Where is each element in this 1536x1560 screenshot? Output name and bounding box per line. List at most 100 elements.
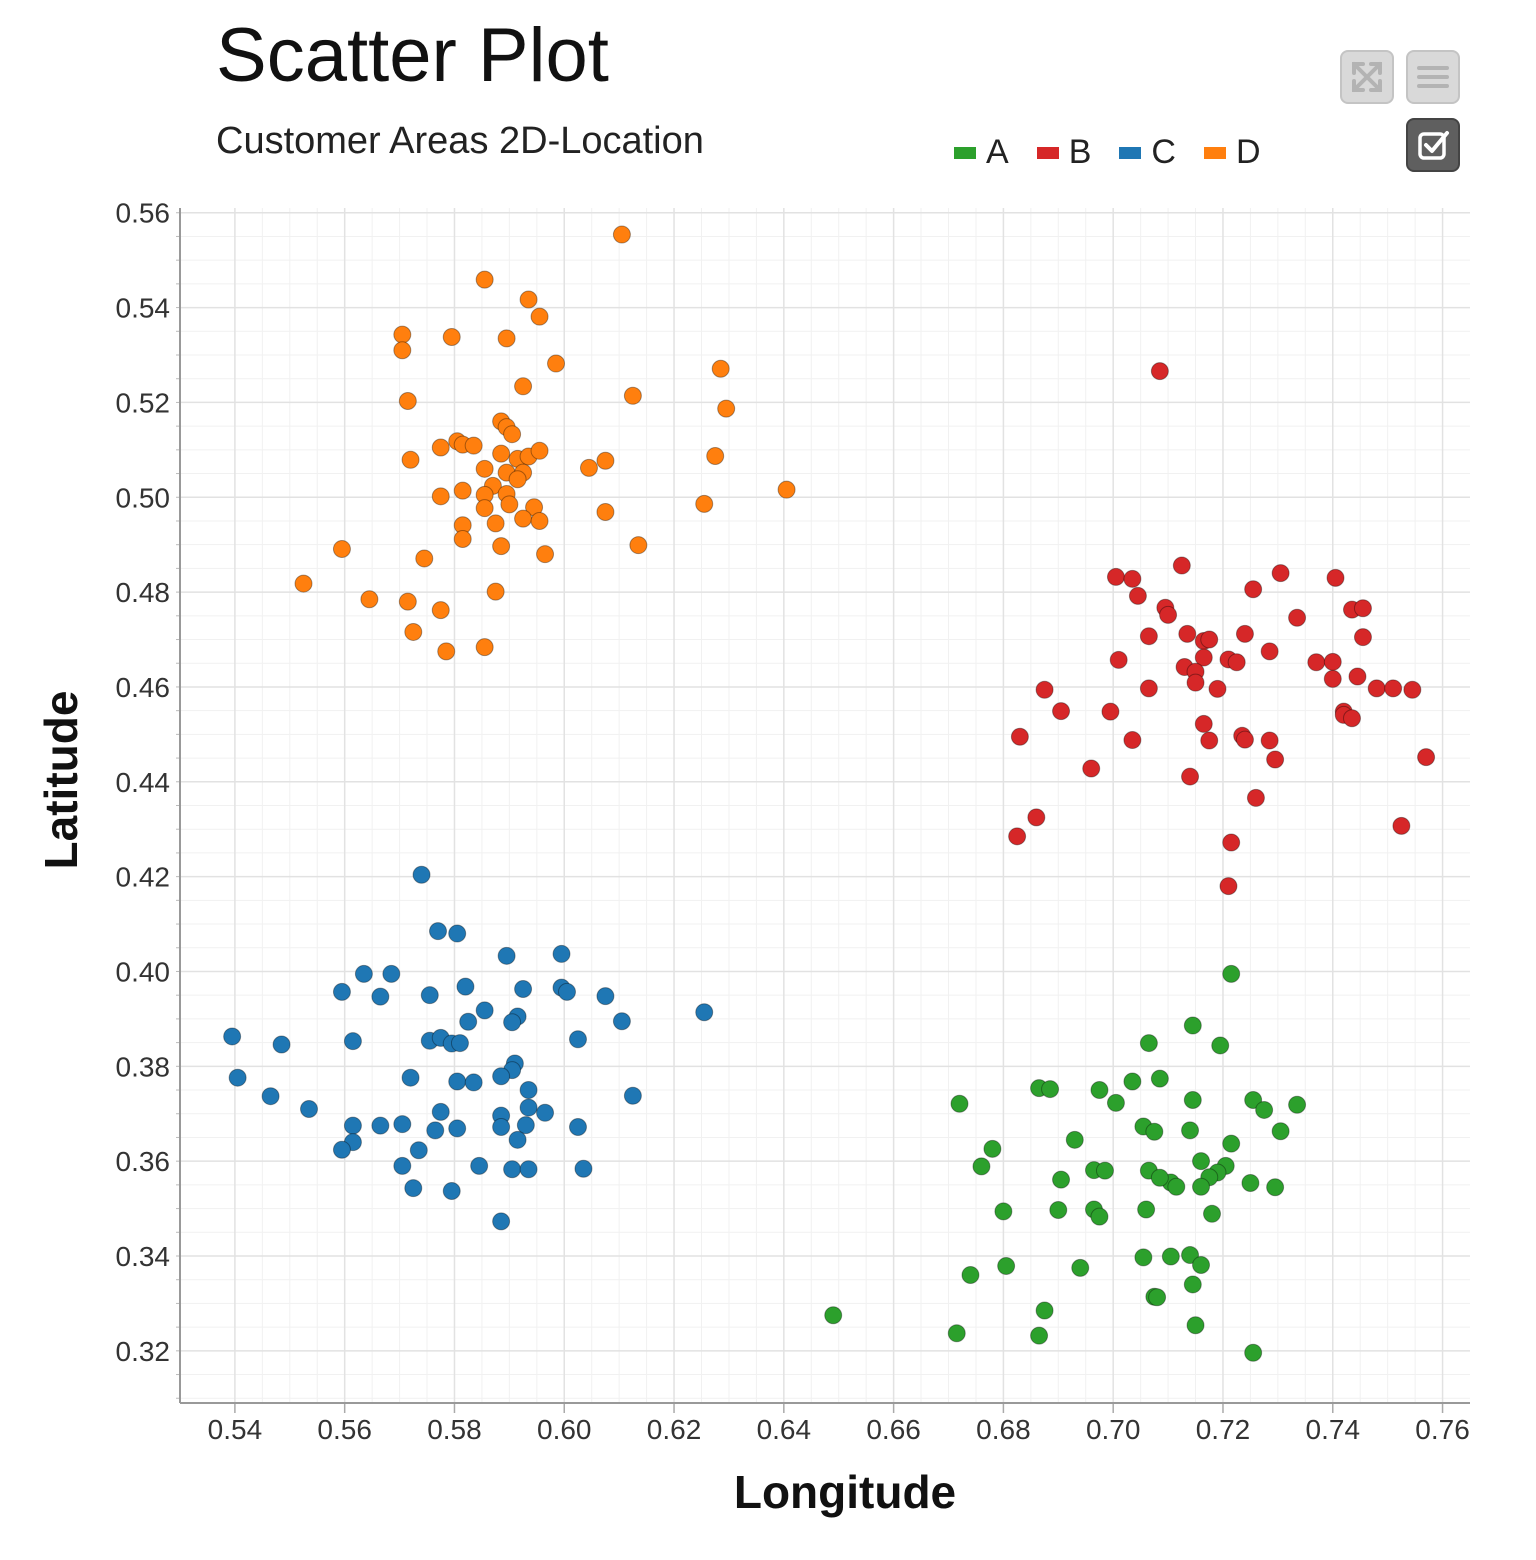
data-point-d[interactable] bbox=[530, 511, 549, 530]
menu-button[interactable] bbox=[1406, 50, 1460, 104]
data-point-a[interactable] bbox=[1065, 1130, 1084, 1149]
data-point-a[interactable] bbox=[1183, 1275, 1202, 1294]
data-point-b[interactable] bbox=[1010, 727, 1029, 746]
data-point-d[interactable] bbox=[401, 450, 420, 469]
data-point-c[interactable] bbox=[332, 1140, 351, 1159]
legend-item-a[interactable]: A bbox=[954, 133, 1009, 172]
data-point-c[interactable] bbox=[568, 1030, 587, 1049]
data-point-b[interactable] bbox=[1348, 667, 1367, 686]
data-point-b[interactable] bbox=[1288, 608, 1307, 627]
data-point-c[interactable] bbox=[612, 1012, 631, 1031]
data-point-b[interactable] bbox=[1139, 627, 1158, 646]
data-point-b[interactable] bbox=[1172, 556, 1191, 575]
data-point-c[interactable] bbox=[429, 922, 447, 941]
data-point-c[interactable] bbox=[426, 1121, 445, 1140]
data-point-d[interactable] bbox=[486, 582, 505, 601]
data-point-b[interactable] bbox=[1123, 569, 1142, 588]
data-point-a[interactable] bbox=[961, 1265, 980, 1284]
data-point-a[interactable] bbox=[994, 1202, 1013, 1221]
data-point-b[interactable] bbox=[1027, 808, 1046, 827]
data-point-d[interactable] bbox=[453, 529, 472, 548]
data-point-c[interactable] bbox=[492, 1067, 511, 1086]
data-point-d[interactable] bbox=[612, 225, 631, 244]
data-point-b[interactable] bbox=[1323, 669, 1342, 688]
data-point-c[interactable] bbox=[552, 944, 571, 963]
data-point-a[interactable] bbox=[1271, 1122, 1290, 1141]
data-point-b[interactable] bbox=[1123, 731, 1142, 750]
data-point-b[interactable] bbox=[1139, 679, 1158, 698]
data-point-c[interactable] bbox=[623, 1086, 642, 1105]
data-point-d[interactable] bbox=[393, 325, 412, 344]
data-point-d[interactable] bbox=[415, 549, 434, 568]
legend-item-b[interactable]: B bbox=[1036, 133, 1091, 172]
data-point-a[interactable] bbox=[1192, 1256, 1211, 1275]
data-point-c[interactable] bbox=[332, 982, 351, 1001]
data-point-b[interactable] bbox=[1035, 680, 1054, 699]
data-point-c[interactable] bbox=[448, 924, 467, 943]
data-point-b[interactable] bbox=[1178, 624, 1197, 643]
data-point-c[interactable] bbox=[492, 1212, 511, 1231]
data-point-a[interactable] bbox=[1049, 1200, 1068, 1219]
data-point-c[interactable] bbox=[420, 986, 439, 1005]
data-point-a[interactable] bbox=[997, 1256, 1016, 1275]
data-point-b[interactable] bbox=[1109, 650, 1128, 669]
data-point-c[interactable] bbox=[568, 1118, 587, 1137]
data-point-c[interactable] bbox=[536, 1103, 555, 1122]
data-point-a[interactable] bbox=[1181, 1246, 1200, 1265]
data-point-b[interactable] bbox=[1181, 767, 1200, 786]
data-point-b[interactable] bbox=[1353, 599, 1372, 618]
data-point-b[interactable] bbox=[1246, 788, 1265, 807]
data-point-a[interactable] bbox=[947, 1324, 966, 1343]
data-point-c[interactable] bbox=[382, 964, 401, 983]
data-point-d[interactable] bbox=[514, 377, 533, 396]
data-point-b[interactable] bbox=[1052, 702, 1071, 721]
data-point-a[interactable] bbox=[1150, 1168, 1169, 1187]
data-point-c[interactable] bbox=[503, 1013, 522, 1032]
data-point-a[interactable] bbox=[1192, 1152, 1211, 1171]
data-point-d[interactable] bbox=[393, 341, 412, 360]
data-point-d[interactable] bbox=[486, 514, 505, 533]
data-point-c[interactable] bbox=[354, 964, 373, 983]
data-point-a[interactable] bbox=[824, 1306, 843, 1325]
data-point-d[interactable] bbox=[475, 459, 494, 478]
data-point-c[interactable] bbox=[558, 982, 576, 1001]
data-point-c[interactable] bbox=[371, 987, 390, 1006]
data-point-d[interactable] bbox=[530, 307, 549, 326]
data-point-a[interactable] bbox=[1161, 1247, 1180, 1266]
data-point-d[interactable] bbox=[777, 480, 796, 499]
data-point-d[interactable] bbox=[623, 386, 642, 405]
data-point-d[interactable] bbox=[596, 502, 615, 521]
data-point-a[interactable] bbox=[1244, 1343, 1263, 1362]
data-point-a[interactable] bbox=[1183, 1016, 1202, 1035]
data-point-b[interactable] bbox=[1106, 567, 1125, 586]
data-point-d[interactable] bbox=[514, 509, 533, 528]
data-point-b[interactable] bbox=[1194, 714, 1213, 733]
data-point-c[interactable] bbox=[409, 1141, 428, 1160]
data-point-c[interactable] bbox=[497, 946, 516, 965]
data-point-c[interactable] bbox=[448, 1119, 467, 1138]
data-point-b[interactable] bbox=[1260, 731, 1279, 750]
data-point-a[interactable] bbox=[1266, 1178, 1285, 1197]
data-point-d[interactable] bbox=[508, 470, 527, 489]
data-point-a[interactable] bbox=[1222, 1134, 1241, 1153]
data-point-a[interactable] bbox=[1150, 1069, 1169, 1088]
data-point-b[interactable] bbox=[1227, 653, 1246, 672]
data-point-a[interactable] bbox=[1241, 1173, 1260, 1192]
data-point-b[interactable] bbox=[1403, 680, 1422, 699]
data-point-c[interactable] bbox=[431, 1102, 450, 1121]
data-point-a[interactable] bbox=[1186, 1316, 1205, 1335]
data-point-a[interactable] bbox=[1139, 1034, 1158, 1053]
data-point-d[interactable] bbox=[431, 601, 450, 620]
data-point-c[interactable] bbox=[393, 1156, 412, 1175]
data-point-b[interactable] bbox=[1417, 748, 1436, 767]
legend-item-c[interactable]: C bbox=[1119, 133, 1176, 172]
data-point-a[interactable] bbox=[1071, 1258, 1090, 1277]
data-point-c[interactable] bbox=[228, 1068, 247, 1087]
data-point-d[interactable] bbox=[404, 622, 423, 641]
data-point-a[interactable] bbox=[1183, 1090, 1202, 1109]
data-point-d[interactable] bbox=[530, 441, 549, 460]
data-point-d[interactable] bbox=[519, 290, 538, 309]
data-point-c[interactable] bbox=[300, 1099, 318, 1118]
data-point-c[interactable] bbox=[412, 865, 431, 884]
data-point-a[interactable] bbox=[983, 1139, 1002, 1158]
